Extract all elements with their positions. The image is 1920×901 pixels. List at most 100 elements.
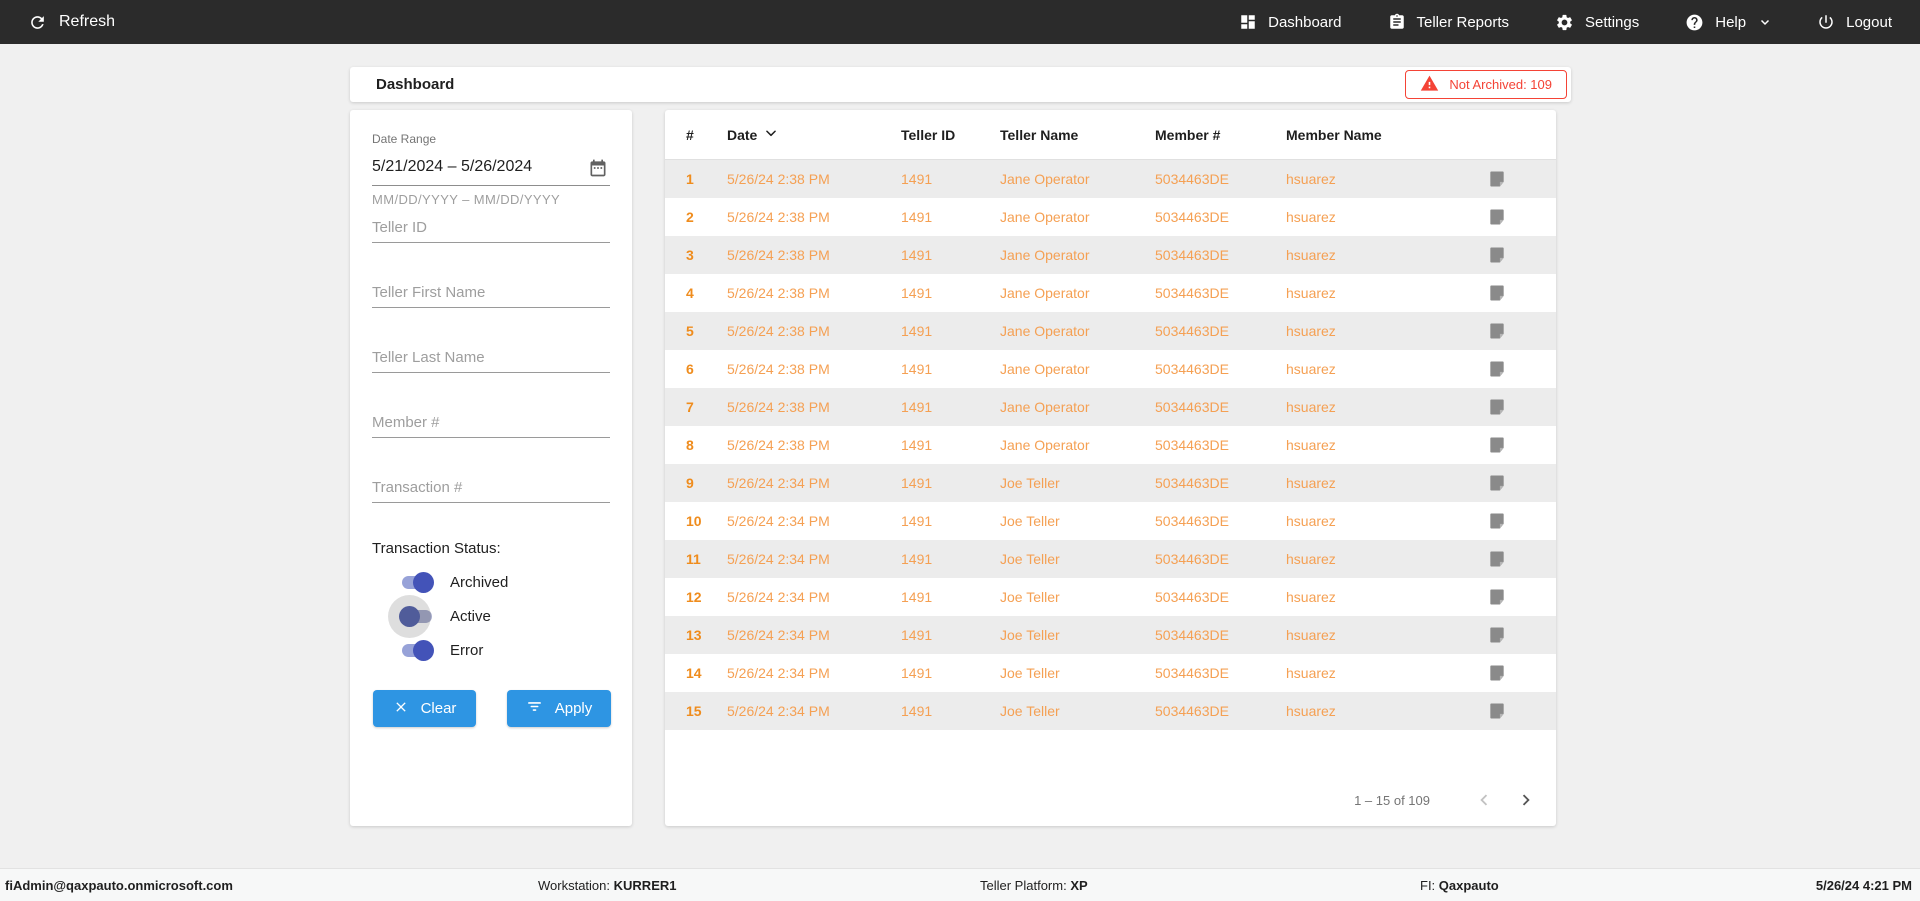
date-range-input[interactable] [372, 152, 577, 176]
fi-label: FI: [1420, 878, 1436, 893]
nav-item-dashboard[interactable]: Dashboard [1239, 13, 1342, 31]
toggle-archived[interactable]: Archived [400, 572, 508, 593]
sort-chevron-down-icon [764, 126, 778, 143]
not-archived-badge[interactable]: Not Archived: 109 [1405, 70, 1567, 99]
note-icon[interactable] [1487, 435, 1507, 455]
workstation-value: KURRER1 [613, 878, 677, 893]
active-switch[interactable] [388, 595, 434, 638]
table-row[interactable]: 14 5/26/24 2:34 PM 1491 Joe Teller 50344… [665, 654, 1556, 692]
row-number: 7 [686, 399, 694, 415]
nav-item-settings[interactable]: Settings [1555, 13, 1639, 32]
row-date: 5/26/24 2:38 PM [727, 323, 830, 339]
table-row[interactable]: 10 5/26/24 2:34 PM 1491 Joe Teller 50344… [665, 502, 1556, 540]
teller-last-name-input[interactable] [372, 343, 610, 373]
row-member-number: 5034463DE [1155, 171, 1229, 187]
note-icon[interactable] [1487, 321, 1507, 341]
table-row[interactable]: 15 5/26/24 2:34 PM 1491 Joe Teller 50344… [665, 692, 1556, 730]
gear-icon [1555, 13, 1574, 32]
toggle-active[interactable]: Active [388, 595, 491, 638]
workstation-label: Workstation: [538, 878, 611, 893]
row-member-name: hsuarez [1286, 323, 1336, 339]
row-teller-id: 1491 [901, 247, 933, 263]
table-row[interactable]: 3 5/26/24 2:38 PM 1491 Jane Operator 503… [665, 236, 1556, 274]
nav-item-teller-reports[interactable]: Teller Reports [1388, 13, 1509, 31]
table-row[interactable]: 4 5/26/24 2:38 PM 1491 Jane Operator 503… [665, 274, 1556, 312]
workstation-info: Workstation: KURRER1 [538, 878, 676, 893]
row-teller-name: Joe Teller [1000, 475, 1060, 491]
note-icon[interactable] [1487, 587, 1507, 607]
row-member-number: 5034463DE [1155, 589, 1229, 605]
column-header-date[interactable]: Date [727, 126, 901, 143]
row-date: 5/26/24 2:38 PM [727, 171, 830, 187]
row-date: 5/26/24 2:34 PM [727, 627, 830, 643]
row-member-number: 5034463DE [1155, 437, 1229, 453]
row-member-name: hsuarez [1286, 209, 1336, 225]
table-row[interactable]: 6 5/26/24 2:38 PM 1491 Jane Operator 503… [665, 350, 1556, 388]
note-icon[interactable] [1487, 359, 1507, 379]
table-row[interactable]: 2 5/26/24 2:38 PM 1491 Jane Operator 503… [665, 198, 1556, 236]
note-icon[interactable] [1487, 397, 1507, 417]
date-range-field [372, 152, 610, 186]
note-icon[interactable] [1487, 473, 1507, 493]
refresh-button[interactable]: Refresh [28, 13, 115, 32]
row-member-number: 5034463DE [1155, 551, 1229, 567]
row-teller-id: 1491 [901, 361, 933, 377]
column-header-teller-name[interactable]: Teller Name [1000, 126, 1079, 143]
row-number: 10 [686, 513, 702, 529]
column-header-teller-id[interactable]: Teller ID [901, 126, 956, 143]
note-icon[interactable] [1487, 549, 1507, 569]
row-number: 11 [686, 551, 701, 567]
next-page-button[interactable] [1514, 788, 1538, 812]
column-header-member-name[interactable]: Member Name [1286, 126, 1382, 143]
row-member-number: 5034463DE [1155, 703, 1229, 719]
note-icon[interactable] [1487, 511, 1507, 531]
row-member-name: hsuarez [1286, 589, 1336, 605]
row-date: 5/26/24 2:38 PM [727, 437, 830, 453]
table-row[interactable]: 8 5/26/24 2:38 PM 1491 Jane Operator 503… [665, 426, 1556, 464]
note-icon[interactable] [1487, 283, 1507, 303]
column-header-number[interactable]: # [686, 126, 694, 143]
table-row[interactable]: 1 5/26/24 2:38 PM 1491 Jane Operator 503… [665, 160, 1556, 198]
teller-first-name-input[interactable] [372, 278, 610, 308]
row-date: 5/26/24 2:38 PM [727, 209, 830, 225]
help-icon [1685, 13, 1704, 32]
note-icon[interactable] [1487, 663, 1507, 683]
row-teller-name: Jane Operator [1000, 361, 1090, 377]
table-row[interactable]: 9 5/26/24 2:34 PM 1491 Joe Teller 503446… [665, 464, 1556, 502]
column-header-member-number[interactable]: Member # [1155, 126, 1221, 143]
nav-item-help[interactable]: Help [1685, 13, 1771, 32]
filter-panel: Date Range MM/DD/YYYY – MM/DD/YYYY Trans… [350, 110, 632, 826]
transaction-number-input[interactable] [372, 473, 610, 503]
note-icon[interactable] [1487, 169, 1507, 189]
nav-label: Help [1715, 13, 1747, 31]
clear-button[interactable]: Clear [373, 690, 476, 727]
row-teller-id: 1491 [901, 665, 933, 681]
previous-page-button[interactable] [1472, 788, 1496, 812]
note-icon[interactable] [1487, 207, 1507, 227]
calendar-icon[interactable] [588, 158, 608, 178]
note-icon[interactable] [1487, 625, 1507, 645]
warning-icon [1420, 74, 1439, 96]
table-row[interactable]: 12 5/26/24 2:34 PM 1491 Joe Teller 50344… [665, 578, 1556, 616]
table-row[interactable]: 13 5/26/24 2:34 PM 1491 Joe Teller 50344… [665, 616, 1556, 654]
row-member-name: hsuarez [1286, 627, 1336, 643]
apply-button[interactable]: Apply [507, 690, 611, 727]
note-icon[interactable] [1487, 245, 1507, 265]
row-teller-name: Joe Teller [1000, 703, 1060, 719]
row-number: 9 [686, 475, 694, 491]
clear-x-icon [393, 699, 409, 719]
toggle-error[interactable]: Error [400, 640, 483, 661]
table-row[interactable]: 11 5/26/24 2:34 PM 1491 Joe Teller 50344… [665, 540, 1556, 578]
dashboard-icon [1239, 13, 1257, 31]
table-row[interactable]: 7 5/26/24 2:38 PM 1491 Jane Operator 503… [665, 388, 1556, 426]
member-number-input[interactable] [372, 408, 610, 438]
row-teller-name: Joe Teller [1000, 551, 1060, 567]
table-row[interactable]: 5 5/26/24 2:38 PM 1491 Jane Operator 503… [665, 312, 1556, 350]
platform-label: Teller Platform: [980, 878, 1067, 893]
row-member-number: 5034463DE [1155, 209, 1229, 225]
note-icon[interactable] [1487, 701, 1507, 721]
archived-switch[interactable] [400, 572, 434, 593]
nav-item-logout[interactable]: Logout [1817, 13, 1892, 31]
error-switch[interactable] [400, 640, 434, 661]
teller-id-input[interactable] [372, 213, 610, 243]
